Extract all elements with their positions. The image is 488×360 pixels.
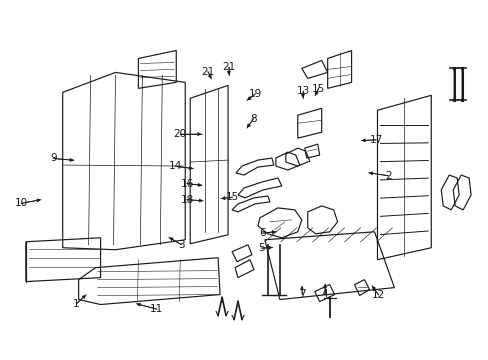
Text: 18: 18 bbox=[180, 195, 193, 205]
Text: 4: 4 bbox=[321, 289, 327, 299]
Text: 19: 19 bbox=[248, 89, 261, 99]
Text: 11: 11 bbox=[150, 304, 163, 314]
Text: 15: 15 bbox=[225, 192, 239, 202]
Text: 13: 13 bbox=[296, 86, 309, 96]
Text: 9: 9 bbox=[50, 153, 57, 163]
Text: 12: 12 bbox=[371, 290, 384, 300]
Text: 6: 6 bbox=[259, 228, 266, 238]
Text: 14: 14 bbox=[168, 161, 182, 171]
Text: 17: 17 bbox=[368, 135, 382, 145]
Text: 2: 2 bbox=[384, 171, 391, 181]
Text: 8: 8 bbox=[249, 114, 256, 124]
Text: 7: 7 bbox=[298, 289, 305, 299]
Text: 20: 20 bbox=[173, 129, 186, 139]
Text: 1: 1 bbox=[73, 299, 80, 309]
Text: 21: 21 bbox=[222, 62, 235, 72]
Text: 16: 16 bbox=[180, 179, 193, 189]
Text: 5: 5 bbox=[258, 243, 264, 253]
Text: 10: 10 bbox=[15, 198, 28, 208]
Text: 3: 3 bbox=[178, 239, 184, 249]
Text: 15: 15 bbox=[311, 84, 325, 94]
Text: 21: 21 bbox=[201, 67, 214, 77]
